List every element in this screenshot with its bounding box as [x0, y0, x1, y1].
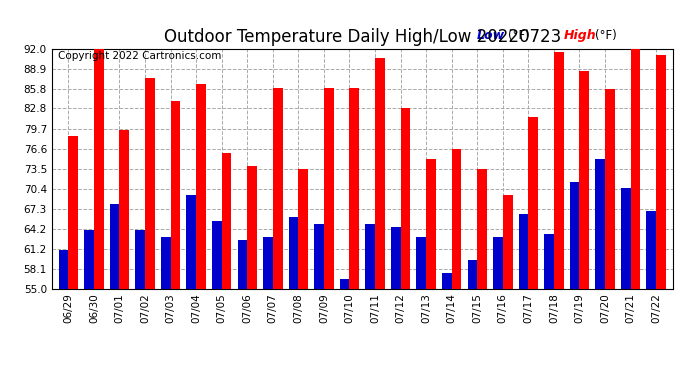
Bar	[314, 224, 324, 289]
Bar	[519, 214, 529, 289]
Bar	[68, 136, 78, 289]
Bar	[477, 169, 487, 289]
Bar	[468, 260, 477, 289]
Bar	[59, 250, 68, 289]
Title: Outdoor Temperature Daily High/Low 20220723: Outdoor Temperature Daily High/Low 20220…	[164, 28, 561, 46]
Bar	[349, 88, 359, 289]
Bar	[452, 149, 462, 289]
Bar	[631, 49, 640, 289]
Bar	[161, 237, 170, 289]
Bar	[442, 273, 452, 289]
Bar	[288, 217, 298, 289]
Bar	[212, 220, 221, 289]
Bar	[529, 117, 538, 289]
Bar	[647, 211, 656, 289]
Bar	[503, 195, 513, 289]
Bar	[595, 159, 605, 289]
Bar	[391, 227, 401, 289]
Text: High: High	[564, 29, 597, 42]
Text: Low: Low	[477, 29, 505, 42]
Bar	[401, 108, 411, 289]
Text: Copyright 2022 Cartronics.com: Copyright 2022 Cartronics.com	[58, 51, 221, 61]
Bar	[170, 100, 180, 289]
Bar	[196, 84, 206, 289]
Bar	[426, 159, 436, 289]
Bar	[580, 72, 589, 289]
Bar	[493, 237, 503, 289]
Bar	[145, 78, 155, 289]
Bar	[110, 204, 119, 289]
Bar	[186, 195, 196, 289]
Bar	[365, 224, 375, 289]
Bar	[135, 230, 145, 289]
Bar	[119, 130, 129, 289]
Bar	[570, 182, 580, 289]
Bar	[298, 169, 308, 289]
Bar	[375, 58, 385, 289]
Bar	[84, 230, 94, 289]
Bar	[554, 52, 564, 289]
Bar	[247, 165, 257, 289]
Bar	[417, 237, 426, 289]
Bar	[324, 88, 334, 289]
Bar	[656, 55, 666, 289]
Bar	[221, 153, 231, 289]
Bar	[339, 279, 349, 289]
Bar	[94, 49, 104, 289]
Bar	[237, 240, 247, 289]
Text: (°F): (°F)	[595, 29, 617, 42]
Bar	[273, 88, 282, 289]
Text: (°F): (°F)	[508, 29, 530, 42]
Bar	[605, 89, 615, 289]
Bar	[263, 237, 273, 289]
Bar	[621, 188, 631, 289]
Bar	[544, 234, 554, 289]
